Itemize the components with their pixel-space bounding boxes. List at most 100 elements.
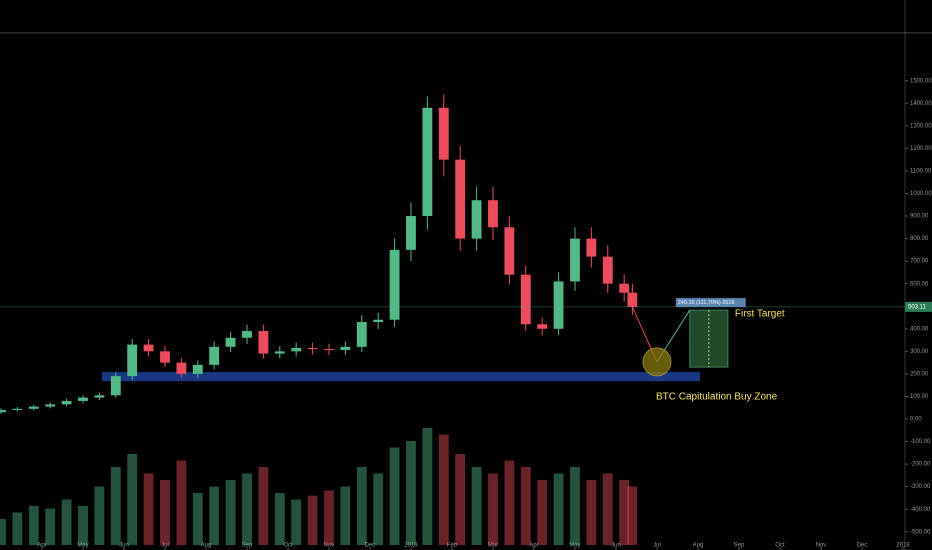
volume-bar	[537, 480, 548, 545]
candle-body	[291, 347, 302, 352]
candle-body	[520, 274, 531, 325]
y-tick-label: 1100.00	[910, 169, 932, 175]
x-tick-label: Apr	[37, 543, 46, 549]
x-tick-label: Nov	[324, 543, 335, 549]
x-tick-label: Dec	[365, 543, 376, 549]
volume-bar	[143, 473, 154, 545]
y-tick-label: 100.00	[910, 394, 929, 400]
candle-body	[0, 409, 6, 413]
volume-bar	[455, 454, 466, 545]
y-tick-label: -100.00	[910, 439, 931, 445]
volume-bar	[422, 428, 433, 545]
volume-bar	[258, 467, 269, 545]
candle-body	[537, 324, 548, 329]
volume-bar	[160, 480, 170, 545]
candle-body	[373, 319, 384, 323]
y-tick-label: 0.00	[910, 417, 922, 423]
x-tick-label: Oct	[775, 543, 785, 549]
volume-bar	[324, 490, 334, 545]
volume-bar	[406, 441, 416, 545]
x-tick-label: Jul	[161, 543, 169, 549]
y-tick-label: 700.00	[910, 259, 929, 265]
x-tick-label: Aug	[201, 543, 212, 549]
candle-body	[619, 283, 630, 293]
x-tick-label: Oct	[283, 543, 293, 549]
buy-zone-label: BTC Capitulation Buy Zone	[656, 392, 778, 403]
candle-body	[627, 292, 638, 307]
candle-body	[422, 107, 433, 217]
candle-body	[45, 404, 56, 407]
volume-bar	[78, 506, 88, 545]
volume-bar	[520, 467, 531, 545]
candle-body	[143, 344, 154, 352]
candle-body	[78, 397, 88, 401]
volume-bar	[192, 493, 203, 545]
target-info: 240.15 (111.70%) 2616	[678, 300, 735, 306]
y-tick-label: 200.00	[910, 371, 929, 377]
candle-body	[61, 400, 72, 405]
volume-bar	[0, 519, 6, 545]
candle-body	[12, 408, 23, 410]
y-tick-label: 1200.00	[910, 146, 932, 152]
last-price-tag	[905, 301, 932, 312]
volume-bar	[127, 454, 138, 545]
volume-bar	[110, 467, 121, 545]
x-tick-label: Jul	[653, 543, 661, 549]
volume-bar	[356, 467, 367, 545]
x-tick-label: 2018	[404, 543, 418, 549]
last-price-label: 503.11	[908, 304, 927, 310]
y-tick-label: 300.00	[910, 349, 929, 355]
volume-bar	[438, 434, 449, 545]
x-tick-label: Jun	[119, 543, 129, 549]
candle-body	[488, 200, 498, 228]
candle-body	[455, 159, 466, 239]
y-tick-label: 900.00	[910, 214, 929, 220]
x-tick-label: Apr	[529, 543, 538, 549]
volume-bar	[242, 473, 252, 545]
x-tick-label: Sep	[242, 543, 253, 549]
volume-bar	[619, 480, 630, 545]
candle-body	[356, 322, 367, 347]
candle-body	[553, 281, 564, 329]
volume-bar	[225, 480, 236, 545]
x-tick-label: May	[569, 543, 580, 549]
y-tick-label: -200.00	[910, 462, 931, 468]
target-label: First Target	[735, 309, 785, 320]
candle-body	[471, 200, 482, 239]
volume-bar	[94, 486, 105, 545]
volume-bar	[373, 473, 384, 545]
candle-body	[389, 249, 400, 320]
y-tick-label: -400.00	[910, 507, 931, 513]
volume-bar	[291, 499, 302, 545]
y-tick-label: 400.00	[910, 326, 929, 332]
x-tick-label: May	[77, 543, 88, 549]
y-tick-label: -300.00	[910, 484, 931, 490]
candle-body	[209, 346, 220, 365]
candle-body	[225, 337, 236, 347]
volume-bar	[274, 493, 285, 545]
y-tick-label: 1400.00	[910, 101, 932, 107]
x-tick-label: Jun	[611, 543, 621, 549]
volume-bar	[389, 447, 400, 545]
x-tick-label: Dec	[857, 543, 868, 549]
candle-body	[438, 107, 449, 160]
volume-bar	[627, 486, 638, 545]
volume-bar	[340, 486, 351, 545]
x-tick-label: Feb	[447, 543, 458, 549]
volume-bar	[209, 486, 220, 545]
volume-bar	[12, 512, 23, 545]
candle-body	[127, 344, 138, 377]
candle-body	[307, 347, 318, 350]
x-tick-label: Mar	[488, 543, 498, 549]
x-tick-label: Nov	[816, 543, 827, 549]
volume-bar	[586, 480, 597, 545]
volume-bar	[61, 499, 72, 545]
y-tick-label: 1300.00	[910, 123, 932, 129]
volume-bar	[553, 473, 564, 545]
candle-body	[160, 351, 170, 363]
y-tick-label: -500.00	[910, 529, 931, 535]
y-tick-label: 1000.00	[910, 191, 932, 197]
candle-body	[504, 227, 515, 275]
candle-body	[242, 331, 252, 338]
